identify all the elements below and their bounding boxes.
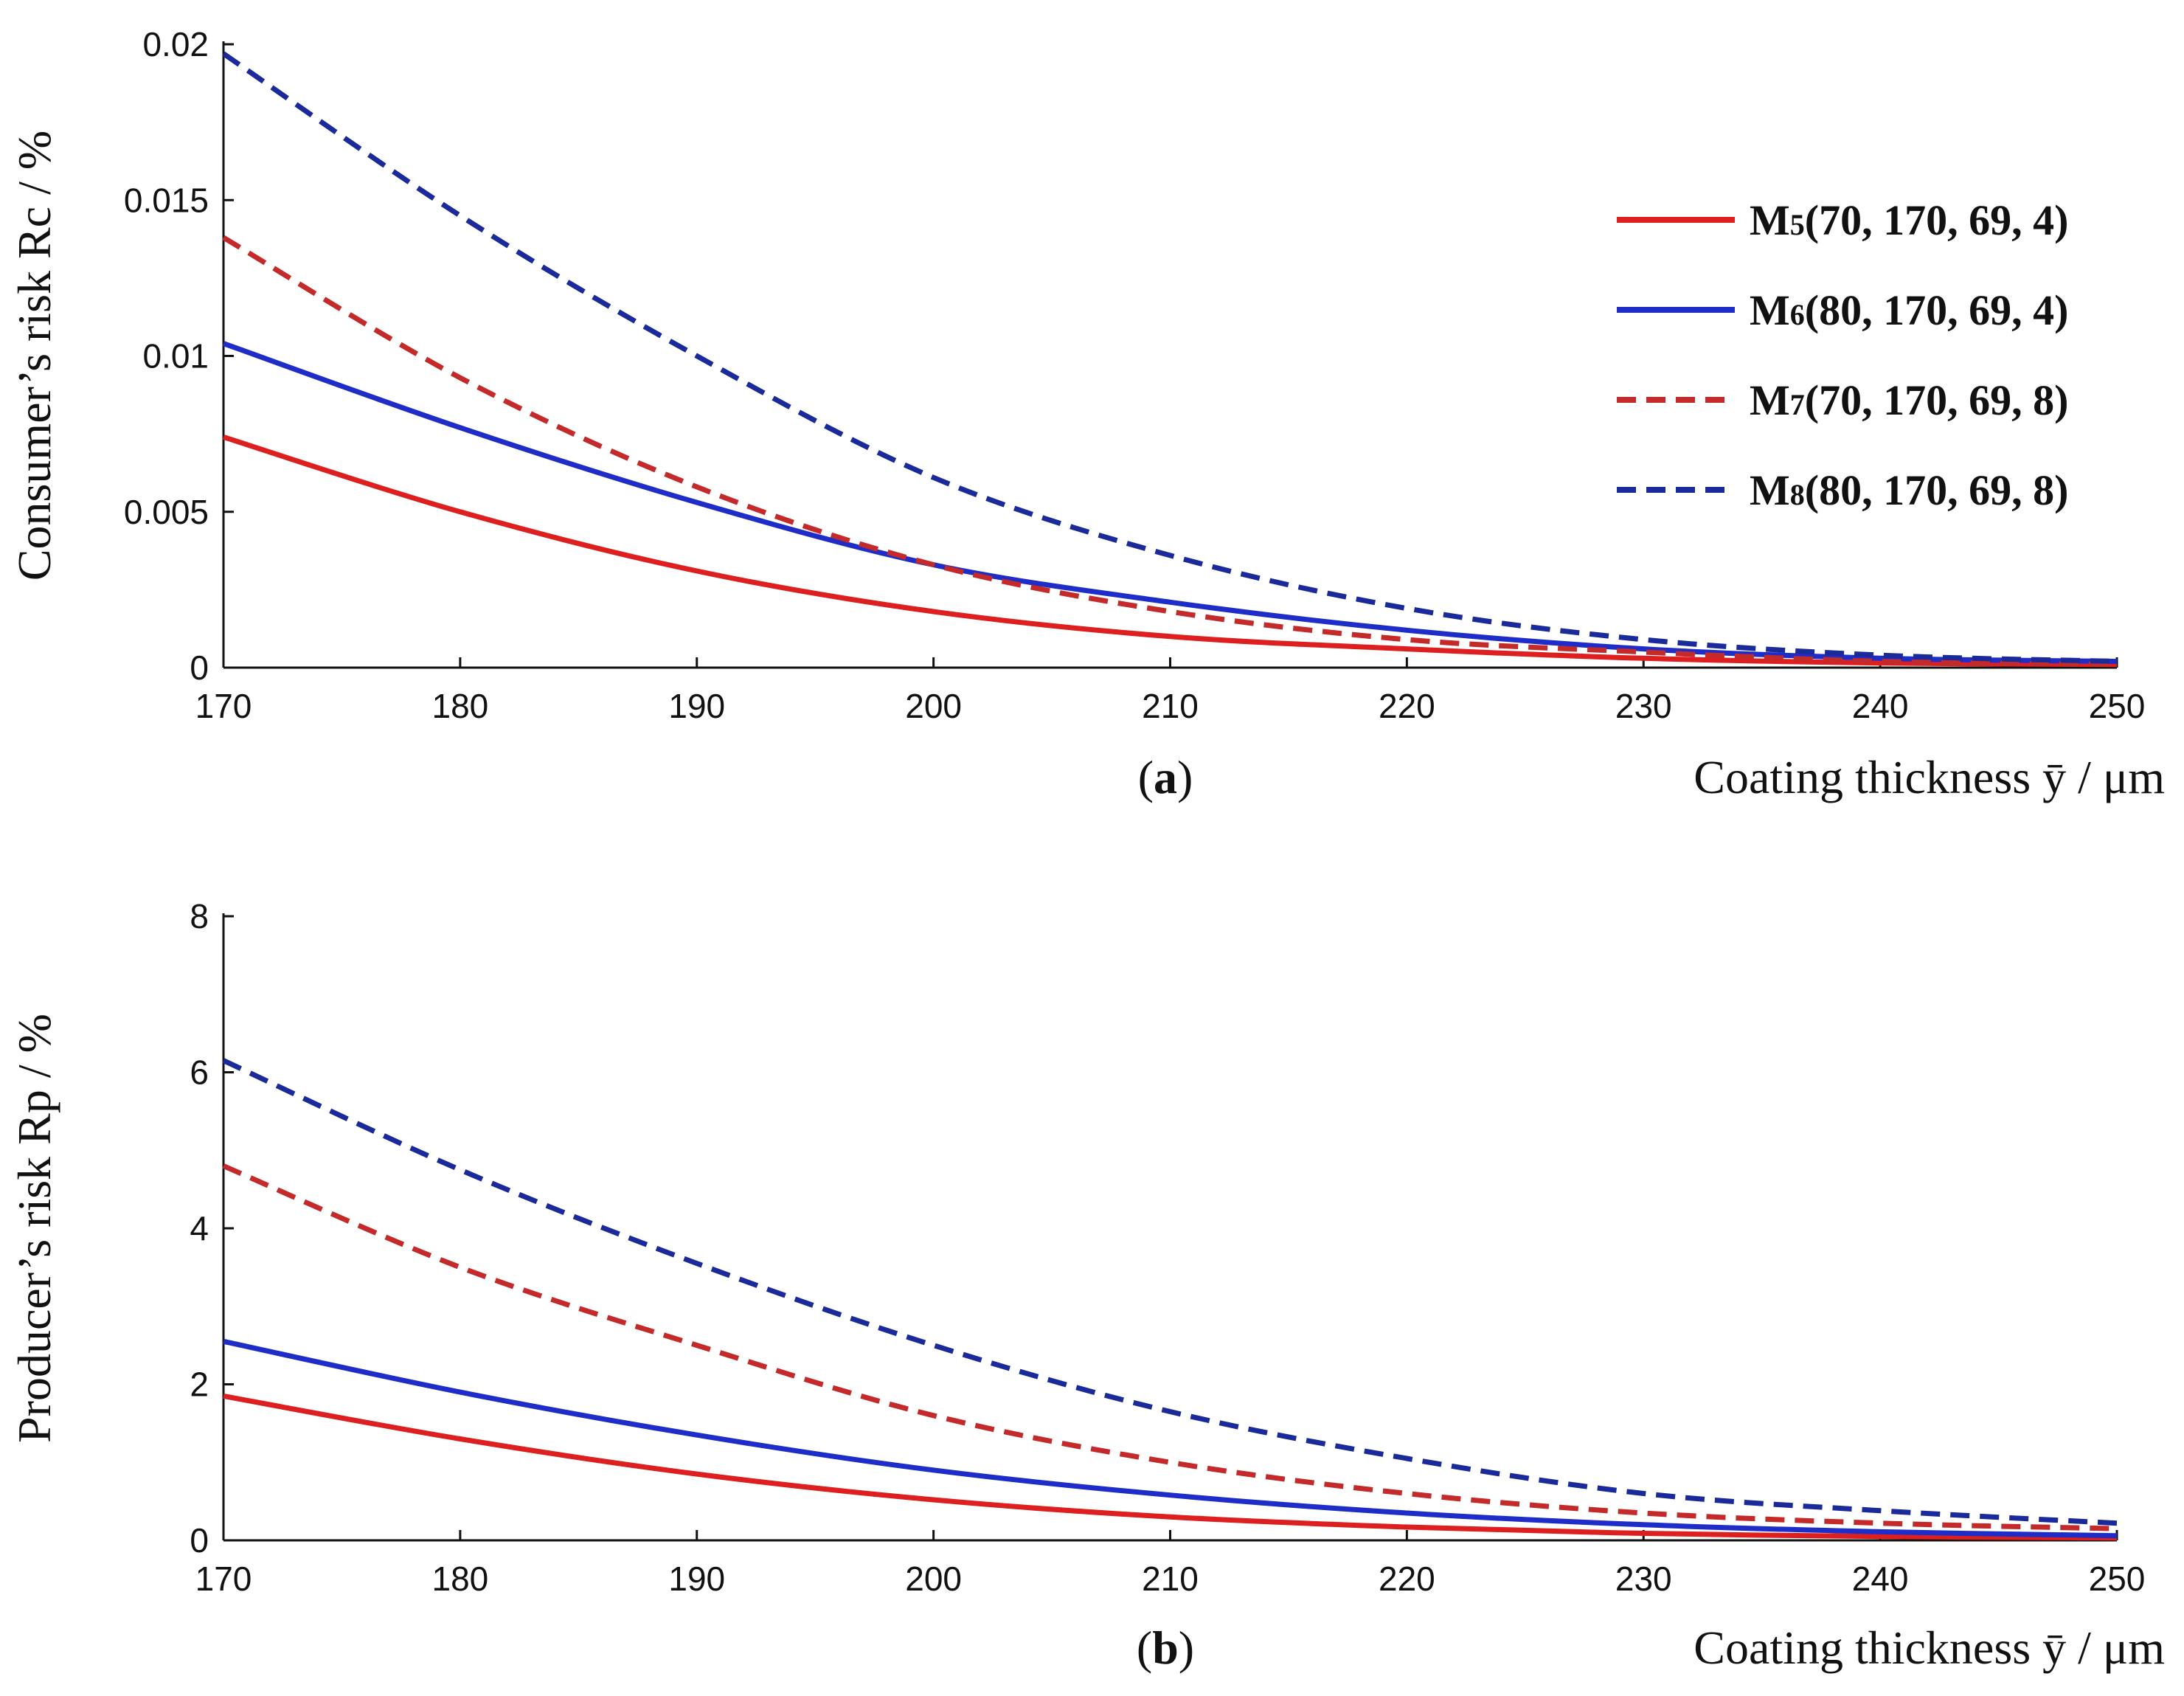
x-tick-label: 250 bbox=[2089, 1560, 2146, 1598]
x-tick-label: 180 bbox=[432, 1560, 489, 1598]
legend: M5(70, 170, 69, 4) M6(80, 170, 69, 4) M7(7… bbox=[1617, 196, 2068, 514]
y-axis-title: Producer’s risk Rp / % bbox=[8, 1014, 60, 1443]
x-tick-label: 220 bbox=[1379, 1560, 1435, 1598]
legend-entry-label: M8(80, 170, 69, 8) bbox=[1750, 466, 2068, 514]
y-tick-label: 6 bbox=[190, 1053, 209, 1092]
series-line-m8 bbox=[222, 51, 2118, 664]
x-tick-label: 210 bbox=[1142, 1560, 1199, 1598]
x-axis-title: Coating thickness ȳ / μm bbox=[1694, 751, 2165, 803]
y-tick-label: 0.015 bbox=[124, 181, 209, 219]
x-tick-label: 190 bbox=[668, 687, 725, 725]
x-tick-label: 240 bbox=[1852, 1560, 1909, 1598]
legend-entry-label: M5(70, 170, 69, 4) bbox=[1750, 196, 2068, 244]
series-line-m8 bbox=[222, 1058, 2118, 1526]
x-tick-label: 220 bbox=[1379, 687, 1435, 725]
y-tick-label: 4 bbox=[190, 1209, 209, 1247]
series-line-m7 bbox=[222, 1163, 2118, 1531]
panel-a-consumers-risk-chart: 170 180 190 200 210 220 230 240 250 0 0.005 0.01 0.0… bbox=[8, 25, 2165, 803]
legend-entry-label: M7(70, 170, 69, 8) bbox=[1750, 376, 2068, 424]
x-tick-label: 240 bbox=[1852, 687, 1909, 725]
x-tick-label: 190 bbox=[668, 1560, 725, 1598]
x-tick-label: 230 bbox=[1615, 1560, 1672, 1598]
y-tick-label: 0.02 bbox=[142, 25, 209, 63]
panel-label: (a) bbox=[1138, 751, 1193, 803]
y-tick-label: 2 bbox=[190, 1366, 209, 1404]
y-axis-title: Consumer’s risk Rc / % bbox=[8, 131, 60, 581]
x-tick-label: 250 bbox=[2089, 687, 2146, 725]
panel-label: (b) bbox=[1137, 1621, 1194, 1674]
legend-entry-label: M6(80, 170, 69, 4) bbox=[1750, 286, 2068, 334]
y-tick-label: 8 bbox=[190, 897, 209, 935]
series-line-m6 bbox=[223, 1338, 2118, 1539]
x-tick-label: 200 bbox=[905, 687, 962, 725]
series-line-m6 bbox=[222, 341, 2118, 664]
x-tick-label: 200 bbox=[905, 1560, 962, 1598]
x-axis-title: Coating thickness ȳ / μm bbox=[1694, 1621, 2165, 1674]
y-tick-label: 0 bbox=[190, 648, 209, 687]
y-tick-label: 0 bbox=[190, 1521, 209, 1560]
x-tick-label: 210 bbox=[1142, 687, 1199, 725]
x-tick-label: 230 bbox=[1615, 687, 1672, 725]
panel-b-producers-risk-chart: 170 180 190 200 210 220 230 240 250 0 2 4 6 8 Coating … bbox=[8, 897, 2165, 1674]
series-line-m7 bbox=[222, 235, 2118, 668]
series-line-m5 bbox=[223, 1393, 2118, 1541]
x-tick-label: 180 bbox=[432, 687, 489, 725]
x-tick-label: 170 bbox=[195, 1560, 252, 1598]
x-tick-label: 170 bbox=[195, 687, 252, 725]
y-tick-label: 0.005 bbox=[124, 493, 209, 531]
series-line-m5 bbox=[222, 435, 2118, 668]
y-tick-label: 0.01 bbox=[142, 337, 209, 375]
